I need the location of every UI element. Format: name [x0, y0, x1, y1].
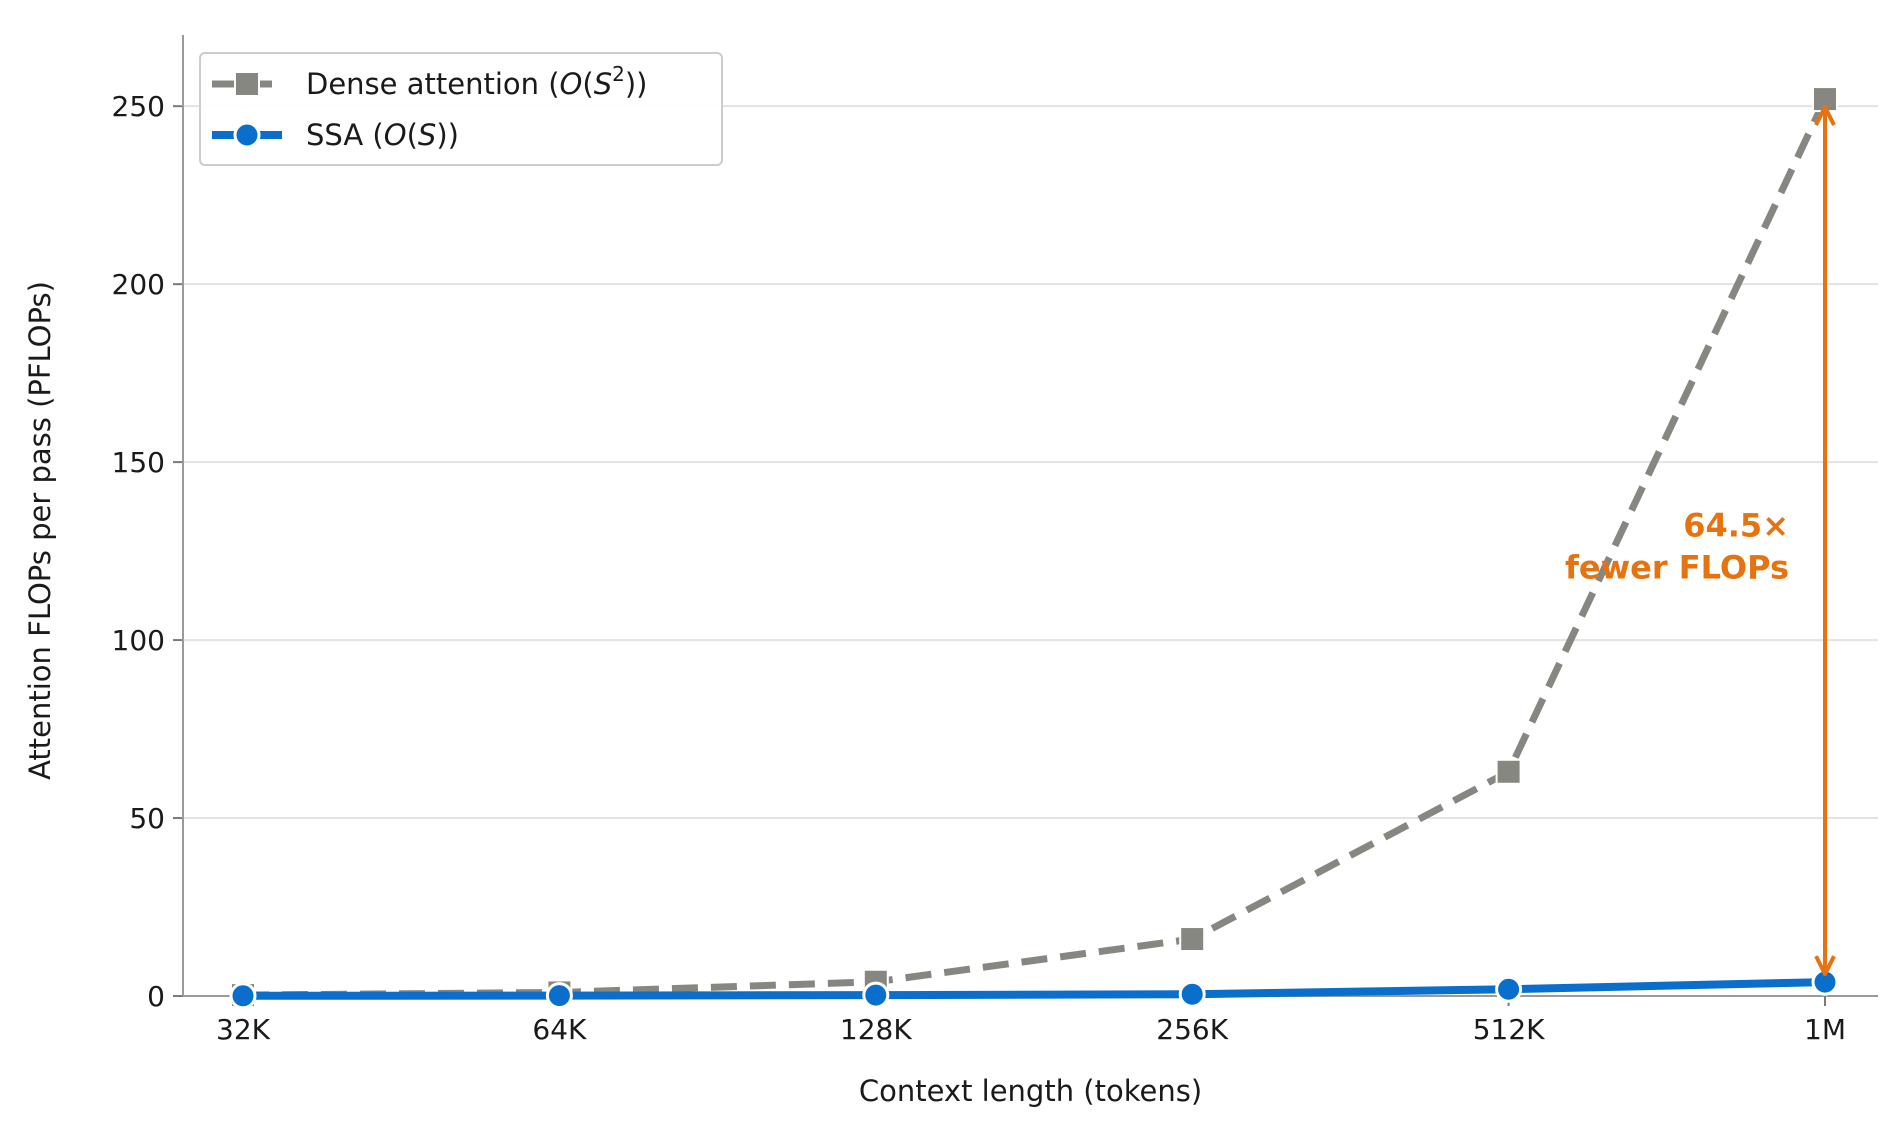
legend-label: SSA (O(S)): [306, 118, 459, 152]
legend-swatch-marker: [234, 71, 260, 97]
legend: Dense attention (O(S2)) SSA (O(S)): [199, 52, 723, 166]
data-point: [1495, 758, 1522, 785]
data-point: [1179, 926, 1206, 953]
annotation-line-1: 64.5×: [1683, 507, 1789, 545]
data-point: [229, 982, 257, 1010]
annotation-line-2: fewer FLOPs: [1565, 549, 1789, 587]
annotation-arrowhead-top: [1814, 105, 1836, 126]
y-tick-label: 50: [129, 802, 165, 835]
series: [229, 86, 1839, 1010]
x-tick-label: 128K: [840, 1013, 912, 1046]
series-dense-attention: [230, 86, 1838, 1009]
x-tick-label: 512K: [1473, 1013, 1545, 1046]
y-tick-label: 250: [112, 90, 165, 123]
annotation: 64.5× fewer FLOPs: [1565, 105, 1836, 977]
axes: [173, 35, 1878, 1006]
y-tick-label: 150: [112, 446, 165, 479]
y-tick-label: 200: [112, 268, 165, 301]
series-line: [242, 97, 1829, 999]
legend-box: [199, 52, 723, 166]
series-ssa: [229, 968, 1839, 1010]
legend-label: Dense attention (O(S2)): [306, 62, 648, 101]
legend-swatch-marker: [233, 121, 261, 149]
legend-entry: Dense attention (O(S2)): [212, 62, 648, 101]
x-axis-label: Context length (tokens): [859, 1074, 1202, 1108]
x-tick-label: 64K: [532, 1013, 587, 1046]
data-point: [1495, 975, 1523, 1003]
x-tick-label: 256K: [1156, 1013, 1228, 1046]
x-tick-label: 32K: [216, 1013, 271, 1046]
data-point: [862, 981, 890, 1009]
annotation-arrowhead-bottom: [1814, 955, 1836, 977]
gridlines: [183, 105, 1878, 820]
x-tick-labels: 32K 64K 128K 256K 512K 1M: [216, 1013, 1846, 1046]
data-point: [545, 982, 573, 1010]
series-line: [239, 978, 1829, 1000]
y-tick-label: 100: [112, 624, 165, 657]
y-tick-labels: 0 50 100 150 200 250: [112, 90, 165, 1013]
y-axis-label: Attention FLOPs per pass (PFLOPs): [23, 281, 57, 780]
y-tick-label: 0: [147, 980, 165, 1013]
data-point: [1178, 980, 1206, 1008]
legend-entry: SSA (O(S)): [212, 118, 459, 152]
x-tick-label: 1M: [1804, 1013, 1846, 1046]
